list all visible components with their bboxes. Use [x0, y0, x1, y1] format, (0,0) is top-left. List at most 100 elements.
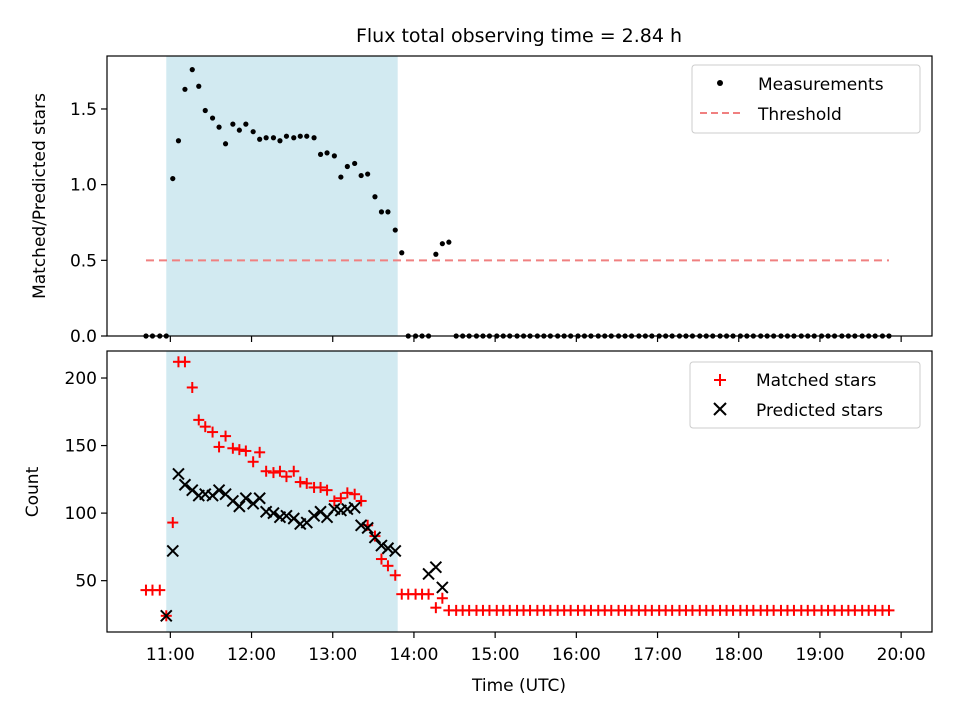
measurement-point — [324, 150, 330, 156]
legend-threshold-label: Threshold — [757, 105, 842, 125]
ratio-panel: 0.0 0.5 1.0 1.5 Matched/Predicted stars Mea… — [30, 55, 933, 347]
predicted-star-point — [172, 467, 185, 481]
predicted-star-point — [280, 509, 293, 523]
measurement-point — [338, 174, 344, 180]
measurement-point — [263, 135, 269, 141]
matched-star-point — [341, 487, 353, 499]
count-points — [140, 356, 895, 622]
measurement-point — [250, 129, 256, 135]
matched-star-point — [179, 356, 191, 368]
measurement-point — [446, 239, 452, 245]
measurement-point — [392, 227, 398, 233]
time-x-axis: 11:00 12:00 13:00 14:00 15:00 16:00 17:00 18:00… — [146, 632, 926, 665]
ratio-y-tick-label: 1.5 — [70, 100, 97, 120]
measurement-point — [304, 133, 310, 139]
measurement-point — [297, 133, 303, 139]
matched-star-point — [199, 421, 211, 433]
count-y-axis-label: Count — [23, 466, 43, 517]
matched-star-point — [207, 426, 219, 438]
count-y-axis: 50 100 150 200 — [65, 369, 107, 592]
matched-star-point — [335, 492, 347, 504]
measurement-point — [283, 133, 290, 139]
measurement-point — [257, 136, 263, 142]
time-x-tick-label: 11:00 — [146, 645, 195, 665]
measurement-point — [277, 138, 283, 144]
ratio-panel-frame — [106, 55, 933, 337]
matched-star-point — [227, 442, 239, 454]
time-x-tick-label: 20:00 — [877, 645, 926, 665]
predicted-star-point — [160, 609, 173, 622]
matched-star-point — [301, 477, 313, 489]
measurement-point — [209, 115, 216, 121]
count-y-tick-label: 150 — [65, 437, 97, 457]
measurement-point — [433, 251, 439, 257]
count-legend: Matched stars Predicted stars — [689, 361, 921, 429]
measurement-point — [352, 160, 358, 167]
count-y-tick-label: 50 — [75, 572, 97, 592]
predicted-star-point — [253, 492, 266, 505]
ratio-y-tick-label: 0.0 — [70, 327, 97, 347]
ratio-legend-box — [691, 64, 921, 134]
count-legend-box — [689, 361, 921, 429]
time-x-tick-label: 18:00 — [714, 645, 763, 665]
predicted-star-point — [354, 519, 368, 532]
ratio-x-ticks — [169, 336, 902, 342]
predicted-star-point — [178, 478, 192, 491]
matched-star-point — [154, 584, 166, 596]
count-y-tick-label: 200 — [65, 369, 97, 389]
measurement-point — [385, 209, 391, 215]
legend-predicted-label: Predicted stars — [756, 401, 883, 421]
matched-star-point — [193, 414, 205, 426]
matched-star-point — [349, 488, 361, 500]
matched-star-point — [436, 592, 448, 604]
matched-star-point — [288, 465, 300, 477]
matched-star-point — [382, 560, 394, 572]
matched-star-point — [213, 441, 225, 453]
measurement-point — [399, 250, 405, 256]
matched-star-point — [328, 495, 340, 507]
measurement-point — [175, 138, 182, 144]
time-x-tick-label: 17:00 — [633, 645, 682, 665]
matched-star-point — [220, 430, 232, 442]
matched-star-point — [321, 484, 333, 496]
matched-star-point — [280, 471, 292, 483]
measurement-point — [230, 121, 236, 127]
measurement-point — [270, 135, 277, 141]
count-y-tick-label: 100 — [65, 504, 97, 524]
measurement-point — [182, 86, 188, 92]
time-x-tick-label: 19:00 — [795, 645, 844, 665]
count-panel: 50 100 150 200 11:00 12:00 13:00 14:00 15:00 16:… — [23, 350, 933, 696]
time-x-tick-label: 15:00 — [471, 645, 520, 665]
measurement-point — [243, 121, 249, 127]
legend-matched-label: Matched stars — [756, 371, 876, 391]
count-panel-frame — [106, 350, 933, 633]
measurement-point — [236, 127, 242, 133]
ratio-y-axis: 0.0 0.5 1.0 1.5 — [70, 100, 107, 347]
predicted-star-point — [307, 509, 321, 523]
matched-star-point — [267, 467, 279, 479]
measurement-point — [378, 209, 385, 215]
matched-star-point — [355, 495, 367, 507]
time-x-tick-label: 12:00 — [227, 645, 276, 665]
measurement-point — [311, 135, 317, 141]
matched-star-point — [274, 465, 286, 477]
measurement-point — [216, 124, 222, 130]
ratio-y-tick-label: 0.5 — [70, 251, 97, 271]
observing-window-shade — [166, 56, 398, 336]
predicted-star-point — [375, 539, 388, 552]
measurement-point — [365, 171, 371, 177]
measurement-point — [317, 151, 324, 157]
time-x-tick-label: 14:00 — [389, 645, 438, 665]
matched-star-point — [315, 481, 327, 493]
predicted-star-point — [267, 506, 280, 520]
matched-star-point — [167, 517, 179, 529]
measurement-point — [222, 141, 229, 147]
ratio-y-tick-label: 1.0 — [70, 176, 97, 196]
predicted-star-point — [348, 501, 361, 514]
matched-star-point — [375, 553, 387, 565]
measurement-point — [189, 67, 195, 73]
predicted-star-point — [368, 531, 382, 544]
ratio-y-axis-label: Matched/Predicted stars — [30, 93, 50, 299]
matched-star-point — [423, 588, 435, 600]
